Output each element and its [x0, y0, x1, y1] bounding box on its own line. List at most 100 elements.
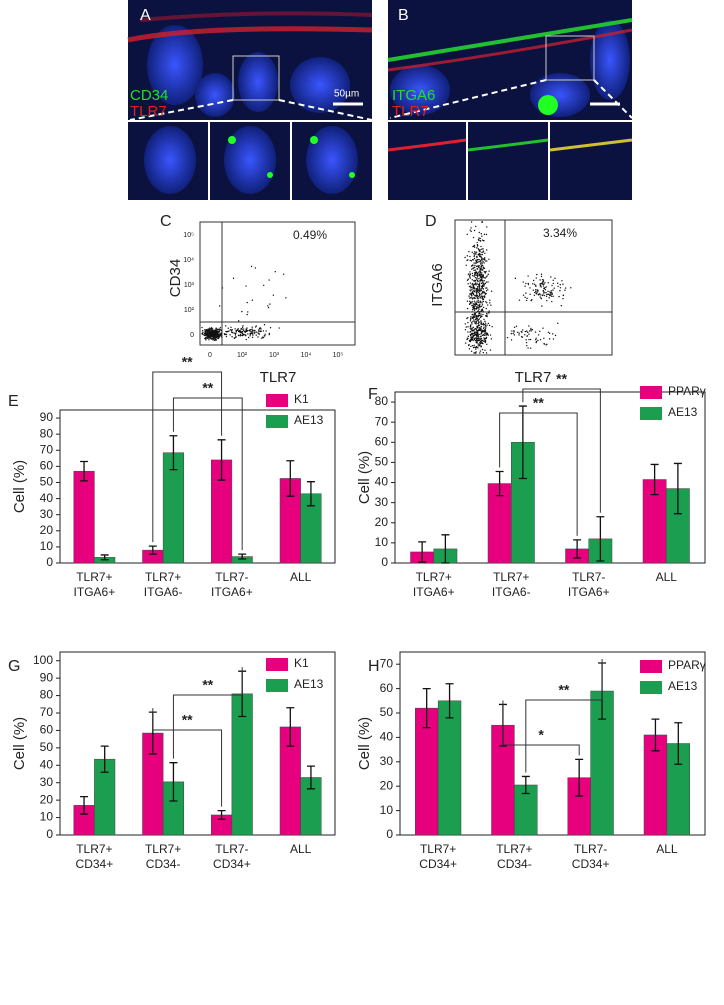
event-dot: [485, 292, 487, 295]
event-dot: [473, 291, 476, 293]
event-dot: [482, 275, 485, 277]
event-dot: [480, 315, 483, 317]
event-dot: [483, 233, 486, 236]
event-dot: [480, 310, 483, 312]
y-tick-label: 90: [40, 410, 54, 424]
event-dot: [474, 252, 477, 254]
event-dot: [475, 306, 478, 308]
event-dot: [522, 329, 524, 331]
event-dot: [489, 349, 492, 351]
event-dot: [224, 325, 227, 327]
significance-bracket: [499, 412, 578, 536]
significance-bracket: [522, 388, 601, 513]
event-dot: [539, 279, 541, 281]
event-dot: [473, 319, 475, 321]
event-dot: [485, 352, 488, 354]
event-dot: [467, 344, 470, 347]
event-dot: [235, 330, 238, 333]
event-dot: [473, 275, 475, 277]
event-dot: [203, 332, 206, 335]
y-tick-label: 40: [40, 491, 54, 505]
event-dot: [469, 327, 471, 329]
event-dot: [483, 338, 486, 340]
event-dot: [478, 286, 481, 288]
event-dot: [472, 293, 475, 296]
event-dot: [543, 337, 545, 339]
event-dot: [473, 316, 475, 319]
event-dot: [557, 285, 559, 288]
event-dot: [479, 290, 481, 292]
y-tick-label: 60: [380, 681, 394, 695]
event-dot: [231, 329, 233, 331]
event-dot: [480, 259, 483, 261]
legend-label: PPARγ: [668, 658, 706, 672]
event-dot: [478, 339, 481, 342]
event-dot: [469, 282, 471, 284]
event-dot: [477, 254, 480, 256]
event-dot: [484, 332, 486, 334]
x-tick-label: TLR7-CD34+: [213, 842, 251, 871]
y-tick-label: 50: [40, 740, 54, 754]
event-dot: [480, 261, 482, 263]
y-tick-label: 100: [33, 653, 53, 667]
event-dot: [515, 325, 518, 328]
event-dot: [481, 235, 483, 237]
panel-letter: G: [8, 658, 20, 675]
event-dot: [218, 329, 220, 332]
event-dot: [483, 276, 485, 279]
gate-percent: 3.34%: [543, 226, 577, 240]
event-dot: [225, 335, 228, 338]
event-dot: [475, 284, 478, 286]
event-dot: [268, 333, 270, 336]
event-dot: [239, 330, 242, 333]
event-dot: [247, 333, 249, 335]
event-dot: [490, 338, 493, 340]
event-dot: [540, 275, 543, 278]
x-tick-label: 10²: [237, 352, 248, 359]
plot-frame: [59, 409, 336, 564]
event-dot: [469, 276, 471, 278]
event-dot: [216, 328, 219, 331]
event-dot: [480, 263, 482, 265]
event-dot: [212, 328, 214, 330]
event-dot: [476, 280, 479, 282]
event-dot: [473, 283, 475, 286]
event-dot: [472, 346, 475, 349]
event-dot: [544, 286, 546, 289]
event-dot: [471, 327, 474, 329]
event-dot: [524, 330, 527, 333]
event-dot: [485, 260, 487, 262]
event-dot: [489, 302, 491, 304]
event-dot: [474, 295, 477, 297]
event-dot: [480, 265, 482, 268]
event-dot: [477, 320, 480, 322]
event-dot: [469, 324, 472, 326]
event-dot: [209, 333, 211, 336]
event-dot: [487, 289, 489, 291]
event-dot: [484, 277, 486, 279]
event-dot: [212, 338, 215, 340]
event-dot: [543, 287, 545, 290]
event-dot: [215, 327, 217, 329]
event-dot: [251, 328, 253, 330]
event-dot: [212, 330, 215, 332]
event-dot: [469, 229, 472, 231]
significance-label: **: [202, 380, 213, 396]
event-dot: [525, 339, 527, 341]
event-dot: [476, 244, 479, 246]
event-dot: [474, 318, 477, 320]
event-dot: [524, 285, 526, 287]
event-dot: [482, 281, 484, 284]
micrograph-b: B ITGA6 TLR7: [387, 0, 633, 120]
y-tick-label: 40: [380, 730, 394, 744]
event-dot: [560, 304, 563, 307]
y-tick-label: 10: [380, 803, 394, 817]
event-dot: [479, 341, 481, 344]
event-dot: [466, 307, 469, 310]
event-dot: [547, 293, 550, 296]
event-dot: [472, 306, 474, 309]
significance-label: **: [182, 712, 193, 728]
event-dot: [241, 310, 243, 313]
event-dot: [474, 312, 476, 314]
event-dot: [240, 328, 242, 330]
